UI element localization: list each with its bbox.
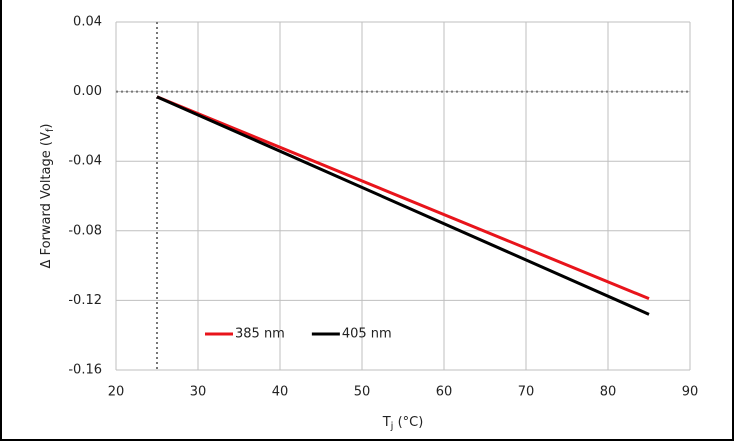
x-axis-label-part: T [382, 415, 391, 430]
x-tick-label: 70 [518, 385, 535, 400]
y-tick-label: -0.12 [68, 293, 102, 308]
y-tick-label: 0.04 [73, 15, 102, 30]
legend-label: 385 nm [235, 327, 285, 342]
y-axis-label-part: Δ Forward Voltage (V [39, 132, 54, 268]
y-tick-label: -0.04 [68, 154, 102, 169]
legend-label: 405 nm [342, 327, 392, 342]
y-tick-label: -0.16 [68, 363, 102, 378]
y-axis-label-part: ) [39, 124, 54, 129]
y-axis-label-part: f [45, 128, 56, 132]
y-tick-label: 0.00 [73, 84, 102, 99]
y-tick-label: -0.08 [68, 223, 102, 238]
x-tick-label: 50 [354, 385, 371, 400]
x-tick-label: 40 [272, 385, 289, 400]
x-tick-label: 30 [190, 385, 207, 400]
data-line [156, 95, 650, 316]
x-axis-label: Tj (°C) [382, 415, 424, 433]
x-tick-label: 60 [436, 385, 453, 400]
x-axis-label-part: j [390, 421, 394, 432]
x-tick-label: 20 [108, 385, 125, 400]
x-axis-label-part: (°C) [393, 415, 423, 430]
x-tick-label: 90 [682, 385, 699, 400]
y-axis-label: Δ Forward Voltage (Vf) [39, 124, 57, 269]
data-line [156, 95, 650, 301]
x-tick-label: 80 [600, 385, 617, 400]
